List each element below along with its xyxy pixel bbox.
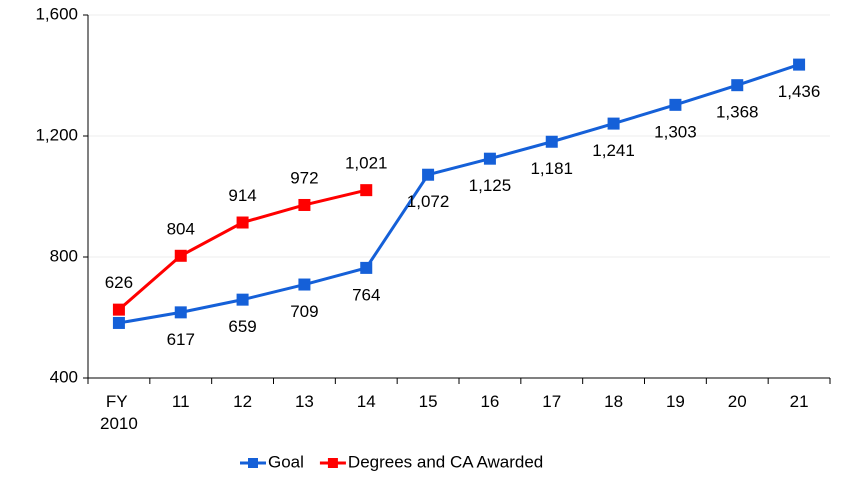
- data-label: 1,181: [530, 159, 573, 178]
- point: [298, 278, 311, 291]
- point: [236, 216, 249, 229]
- x-tick-label: 20: [728, 392, 747, 411]
- x-tick-label: 11: [172, 392, 190, 411]
- x-tick-label: 16: [480, 392, 499, 411]
- point: [360, 261, 373, 274]
- point: [298, 198, 311, 211]
- x-tick-label: 15: [419, 392, 438, 411]
- data-label: 914: [228, 186, 256, 205]
- data-label: 1,368: [716, 103, 759, 122]
- x-tick-label: 14: [357, 392, 376, 411]
- y-tick-label: 400: [50, 367, 78, 386]
- y-tick-label: 1,200: [35, 125, 78, 144]
- data-label: 764: [352, 285, 380, 304]
- series-line: [117, 188, 367, 311]
- data-label: 1,125: [469, 176, 512, 195]
- data-label: 709: [290, 302, 318, 321]
- x-tick-label: 19: [666, 392, 685, 411]
- data-label: 626: [105, 273, 133, 292]
- data-label: 1,436: [778, 82, 821, 101]
- point: [607, 117, 620, 130]
- point: [483, 152, 496, 165]
- point: [422, 168, 435, 181]
- data-label: 1,303: [654, 122, 697, 141]
- series-line: [118, 63, 800, 325]
- data-label: 617: [167, 330, 195, 349]
- data-label: 804: [167, 219, 195, 238]
- x-tick-label: 21: [790, 392, 809, 411]
- data-label: 1,241: [592, 141, 635, 160]
- data-label: 659: [228, 317, 256, 336]
- x-tick-label: FY 2010: [100, 392, 138, 433]
- legend-label: Degrees and CA Awarded: [348, 452, 543, 471]
- point: [669, 98, 682, 111]
- point: [174, 249, 187, 262]
- legend-label: Goal: [268, 452, 304, 471]
- y-tick-label: 1,600: [35, 4, 78, 23]
- x-tick-label: 18: [604, 392, 623, 411]
- y-tick-label: 800: [50, 246, 78, 265]
- point: [545, 135, 558, 148]
- x-tick-label: 17: [542, 392, 561, 411]
- point: [236, 293, 249, 306]
- point: [360, 184, 373, 197]
- legend-marker: [248, 458, 258, 468]
- point: [112, 316, 125, 329]
- point: [731, 79, 744, 92]
- data-label: 972: [290, 168, 318, 187]
- point: [793, 58, 806, 71]
- x-tick-label: 13: [295, 392, 314, 411]
- point: [112, 303, 125, 316]
- point: [174, 306, 187, 319]
- data-label: 1,021: [345, 154, 388, 173]
- legend-marker: [327, 458, 338, 468]
- x-tick-label: 12: [233, 392, 252, 411]
- data-label: 1,072: [407, 192, 450, 211]
